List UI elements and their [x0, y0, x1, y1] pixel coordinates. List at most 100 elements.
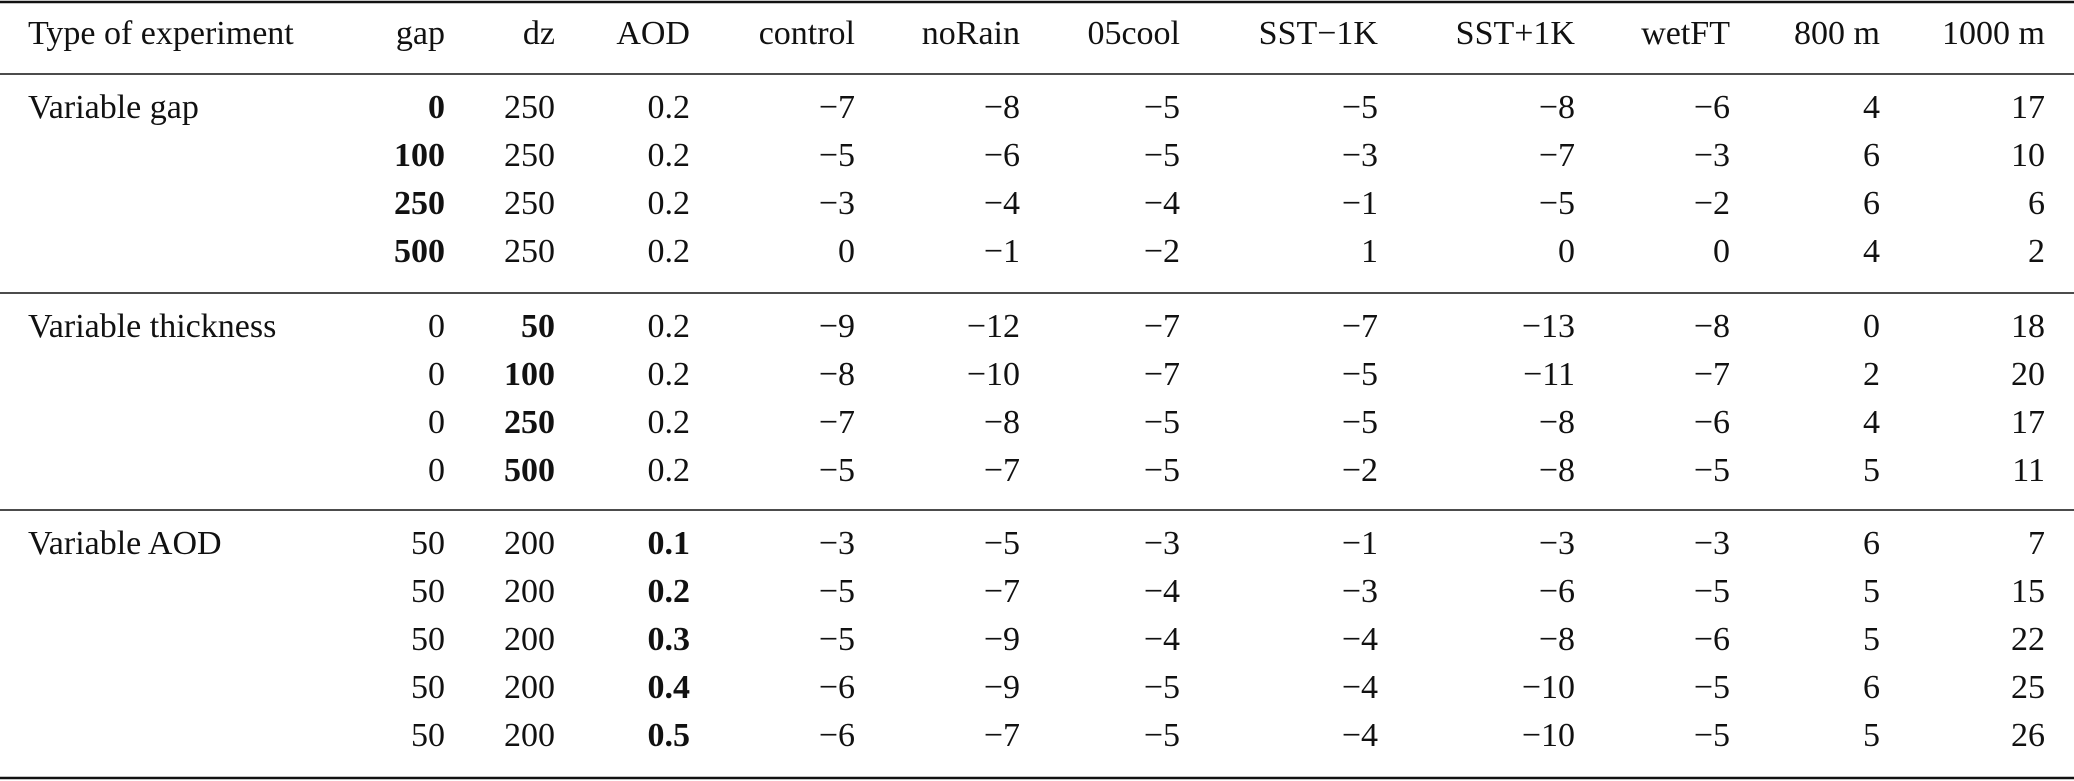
cell: −5 [1144, 404, 1180, 441]
cell: −5 [1694, 717, 1730, 754]
column-header: noRain [922, 15, 1020, 52]
cell: −7 [984, 573, 1020, 610]
cell: −2 [1342, 452, 1378, 489]
cell: −6 [1694, 404, 1730, 441]
cell: −4 [1144, 621, 1180, 658]
cell: 250 [504, 404, 555, 441]
cell: −5 [1144, 717, 1180, 754]
cell: 0 [428, 356, 445, 393]
cell: 17 [2011, 89, 2045, 126]
group-label: Variable AOD [28, 525, 222, 562]
cell: 0.2 [648, 404, 691, 441]
cell: 0 [428, 404, 445, 441]
cell: −4 [1342, 621, 1378, 658]
group-label: Variable gap [28, 89, 199, 126]
cell: −5 [1342, 404, 1378, 441]
cell: −7 [1342, 308, 1378, 345]
cell: −7 [819, 89, 855, 126]
cell: −10 [967, 356, 1020, 393]
cell: −5 [1342, 89, 1378, 126]
cell: 250 [504, 185, 555, 222]
cell: 1 [1361, 233, 1378, 270]
cell: −4 [1342, 669, 1378, 706]
cell: 200 [504, 621, 555, 658]
cell: 0 [1863, 308, 1880, 345]
cell: 5 [1863, 621, 1880, 658]
cell: −11 [1523, 356, 1575, 393]
cell: −5 [1144, 452, 1180, 489]
cell: −10 [1522, 669, 1575, 706]
cell: −9 [819, 308, 855, 345]
cell: 18 [2011, 308, 2045, 345]
cell: 50 [411, 621, 445, 658]
cell: −3 [819, 525, 855, 562]
cell: 5 [1863, 452, 1880, 489]
cell: 17 [2011, 404, 2045, 441]
cell: −8 [1539, 621, 1575, 658]
cell: −3 [1539, 525, 1575, 562]
cell: −7 [1144, 356, 1180, 393]
cell: 0.2 [648, 233, 691, 270]
cell: 0.1 [648, 525, 691, 562]
cell: 6 [1863, 525, 1880, 562]
cell: 50 [411, 717, 445, 754]
cell: −1 [984, 233, 1020, 270]
column-header: Type of experiment [28, 15, 294, 52]
cell: −5 [819, 621, 855, 658]
cell: 200 [504, 669, 555, 706]
column-header: dz [523, 15, 555, 52]
cell: 50 [521, 308, 555, 345]
column-header: SST+1K [1456, 15, 1576, 52]
cell: −1 [1342, 185, 1378, 222]
cell: 200 [504, 717, 555, 754]
column-header: AOD [616, 15, 690, 52]
cell: −5 [1694, 573, 1730, 610]
cell: −6 [819, 669, 855, 706]
cell: 200 [504, 573, 555, 610]
cell: −8 [984, 89, 1020, 126]
cell: 0 [1713, 233, 1730, 270]
cell: 100 [504, 356, 555, 393]
column-header: 1000 m [1942, 15, 2045, 52]
column-header: wetFT [1641, 15, 1730, 52]
cell: 6 [1863, 669, 1880, 706]
cell: 7 [2028, 525, 2045, 562]
cell: 0.4 [648, 669, 691, 706]
column-header: gap [396, 15, 445, 52]
cell: −3 [1694, 525, 1730, 562]
cell: −5 [1539, 185, 1575, 222]
cell: −8 [984, 404, 1020, 441]
cell: −5 [1144, 137, 1180, 174]
cell: 0.2 [648, 452, 691, 489]
cell: −4 [1342, 717, 1378, 754]
column-header: 800 m [1794, 15, 1880, 52]
cell: 2 [1863, 356, 1880, 393]
cell: −13 [1522, 308, 1575, 345]
cell: −8 [819, 356, 855, 393]
cell: 4 [1863, 89, 1880, 126]
cell: 22 [2011, 621, 2045, 658]
cell: −5 [984, 525, 1020, 562]
cell: 6 [2028, 185, 2045, 222]
cell: −5 [1694, 452, 1730, 489]
cell: 200 [504, 525, 555, 562]
cell: −3 [1342, 137, 1378, 174]
cell: −5 [1342, 356, 1378, 393]
cell: 4 [1863, 404, 1880, 441]
cell: −7 [819, 404, 855, 441]
cell: 11 [2012, 452, 2045, 489]
cell: 6 [1863, 185, 1880, 222]
column-header: SST−1K [1259, 15, 1379, 52]
cell: −6 [984, 137, 1020, 174]
cell: −6 [1694, 89, 1730, 126]
cell: 0.2 [648, 185, 691, 222]
cell: −5 [1694, 669, 1730, 706]
cell: 100 [394, 137, 445, 174]
cell: 0.2 [648, 308, 691, 345]
cell: 250 [504, 137, 555, 174]
cell: 5 [1863, 717, 1880, 754]
cell: −2 [1144, 233, 1180, 270]
cell: −9 [984, 621, 1020, 658]
cell: 20 [2011, 356, 2045, 393]
